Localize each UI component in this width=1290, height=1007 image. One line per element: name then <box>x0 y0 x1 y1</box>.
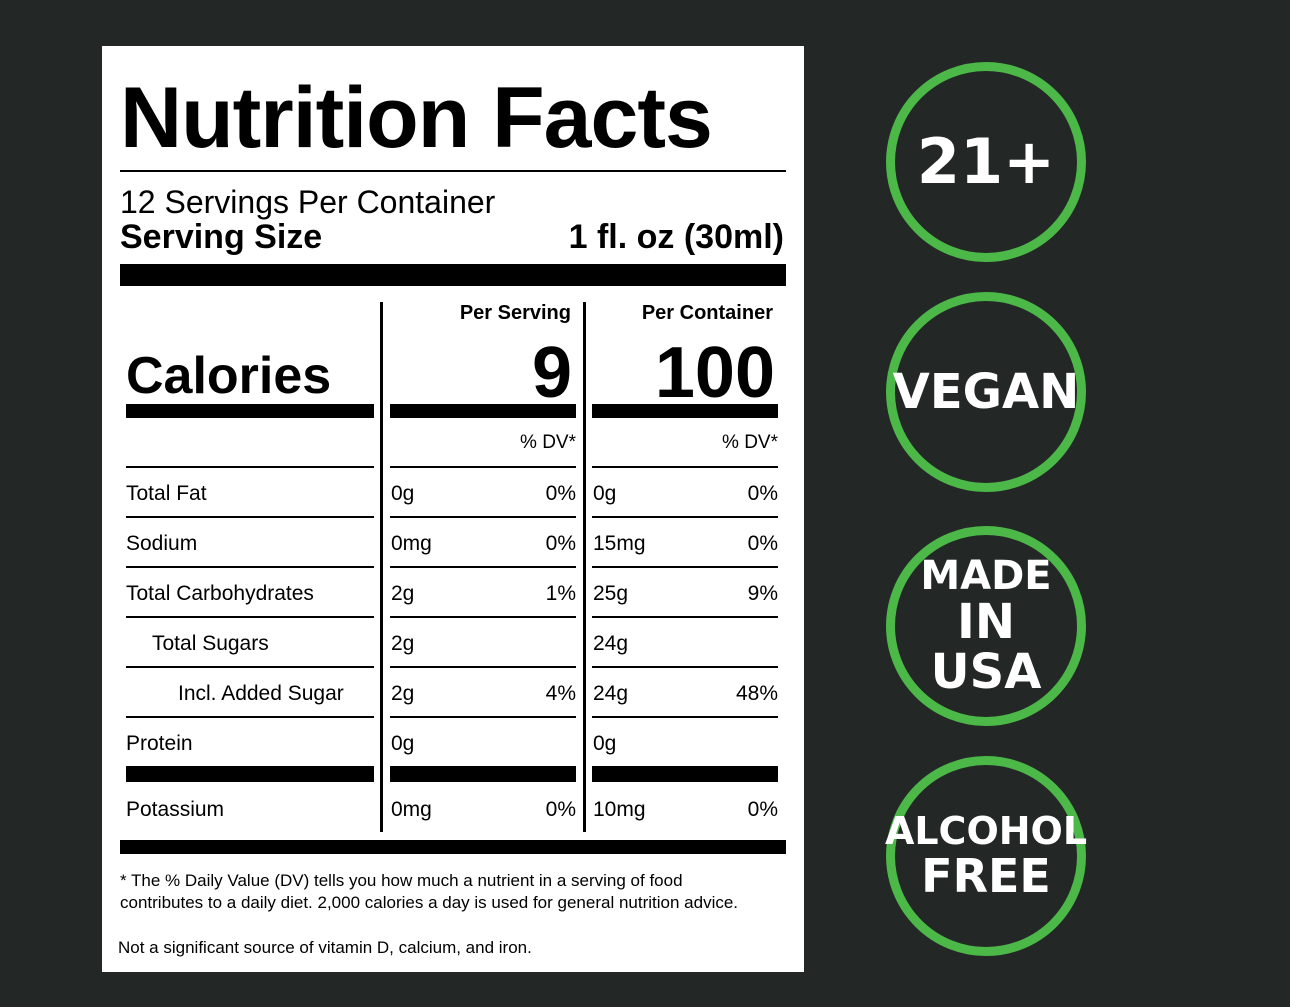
badge-text: FREE <box>921 848 1051 903</box>
per-container-amount: 24g <box>593 632 629 655</box>
badge-text: VEGAN <box>892 363 1080 420</box>
row-divider <box>592 566 778 568</box>
row-divider <box>390 616 576 618</box>
per-serving-amount: 0mg <box>391 798 432 821</box>
row-divider <box>126 716 374 718</box>
nutrient-name: Total Sugars <box>152 632 269 655</box>
row-divider <box>126 466 374 468</box>
row-divider <box>592 666 778 668</box>
thick-divider <box>120 264 786 286</box>
servings-per-container: 12 Servings Per Container <box>120 184 496 220</box>
row-divider <box>390 566 576 568</box>
per-container-amount: 24g <box>593 682 629 705</box>
per-serving-amount: 2g <box>391 632 415 655</box>
dv-header: % DV* <box>722 432 778 453</box>
nutrient-name: Total Fat <box>126 482 207 505</box>
per-container-dv: 48% <box>735 682 778 705</box>
row-divider <box>126 566 374 568</box>
row-divider <box>126 616 374 618</box>
calories-per-serving: 9 <box>531 333 572 413</box>
row-divider <box>126 666 374 668</box>
per-container-amount: 0g <box>593 482 617 505</box>
row-divider <box>126 516 374 518</box>
row-divider <box>390 466 576 468</box>
badge-vegan: VEGAN <box>886 292 1086 492</box>
daily-value-footnote: * The % Daily Value (DV) tells you how m… <box>120 871 739 912</box>
per-container-dv: 0% <box>747 798 778 821</box>
row-divider <box>592 516 778 518</box>
label-title: Nutrition Facts <box>120 70 713 166</box>
calories-per-container: 100 <box>654 333 775 413</box>
per-serving-amount: 2g <box>391 582 415 605</box>
serving-size-label: Serving Size <box>120 218 323 256</box>
row-divider <box>390 766 576 782</box>
per-container-amount: 15mg <box>593 532 646 555</box>
per-serving-amount: 0mg <box>391 532 432 555</box>
badge-21-: 21+ <box>886 62 1086 262</box>
per-serving-dv: 0% <box>545 798 576 821</box>
nutrient-name: Sodium <box>126 532 198 555</box>
per-serving-amount: 0g <box>391 482 415 505</box>
badge-text: 21+ <box>916 125 1056 199</box>
badge-made-in-usa: MADE IN USA <box>886 526 1086 726</box>
calories-bar <box>390 404 576 418</box>
calories-bar <box>592 404 778 418</box>
per-serving-dv: 0% <box>545 532 576 555</box>
nutrition-facts-label: Nutrition Facts 12 Servings Per Containe… <box>102 46 804 972</box>
per-serving-amount: 0g <box>391 732 415 755</box>
dv-header: % DV* <box>520 432 576 453</box>
row-divider <box>592 616 778 618</box>
row-divider <box>592 766 778 782</box>
per-container-header: Per Container <box>641 302 773 324</box>
nutrient-name: Protein <box>126 732 193 755</box>
row-divider <box>592 716 778 718</box>
per-serving-dv: 4% <box>545 682 576 705</box>
per-serving-dv: 0% <box>545 482 576 505</box>
column-divider <box>583 302 586 832</box>
per-serving-amount: 2g <box>391 682 415 705</box>
row-divider <box>390 666 576 668</box>
divider <box>120 170 786 172</box>
row-divider <box>390 516 576 518</box>
nutrient-name: Potassium <box>126 798 225 821</box>
badge-text: MADE <box>920 552 1052 599</box>
per-container-amount: 25g <box>593 582 629 605</box>
nutrient-name: Total Carbohydrates <box>126 582 314 605</box>
badge-text: ALCOHOL <box>884 808 1088 853</box>
vitamin-footnote: Not a significant source of vitamin D, c… <box>118 938 532 957</box>
row-divider <box>126 766 374 782</box>
nutrient-name: Incl. Added Sugar <box>178 682 344 705</box>
per-serving-dv: 1% <box>545 582 576 605</box>
calories-label: Calories <box>126 347 332 405</box>
row-divider <box>592 466 778 468</box>
per-container-dv: 0% <box>747 532 778 555</box>
thick-divider <box>120 840 786 854</box>
row-divider <box>390 716 576 718</box>
per-serving-header: Per Serving <box>459 302 571 324</box>
badge-alcohol-free: ALCOHOL FREE <box>884 756 1088 956</box>
per-container-dv: 9% <box>747 582 778 605</box>
per-container-amount: 10mg <box>593 798 646 821</box>
per-container-amount: 0g <box>593 732 617 755</box>
calories-bar <box>126 404 374 418</box>
per-container-dv: 0% <box>747 482 778 505</box>
column-divider <box>380 302 383 832</box>
serving-size-value: 1 fl. oz (30ml) <box>568 218 784 256</box>
badge-text: IN USA <box>930 593 1042 700</box>
